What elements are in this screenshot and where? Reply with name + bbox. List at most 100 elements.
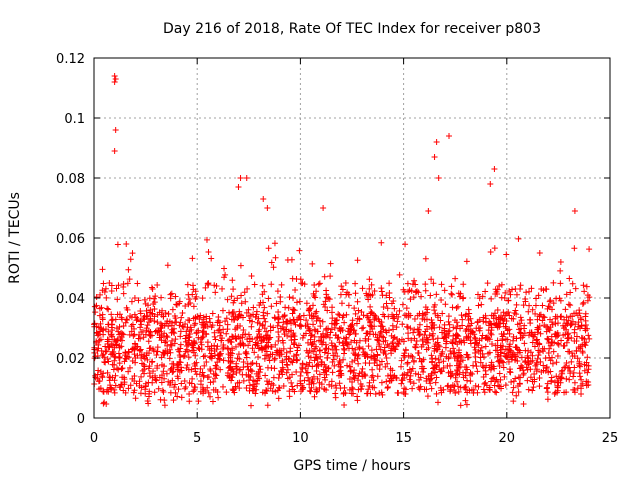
data-point	[138, 373, 145, 380]
data-point	[435, 342, 442, 349]
data-point	[210, 378, 217, 385]
data-point	[402, 346, 409, 353]
data-point	[152, 328, 159, 335]
data-point	[204, 343, 211, 350]
data-point	[340, 390, 347, 397]
data-point	[235, 314, 242, 321]
data-point	[355, 307, 362, 314]
data-point	[97, 328, 104, 335]
data-point	[510, 315, 517, 322]
data-point	[275, 328, 282, 335]
data-point	[123, 241, 130, 248]
data-point	[198, 335, 205, 342]
data-point	[161, 402, 168, 409]
data-point	[522, 357, 529, 364]
data-point	[113, 342, 120, 349]
data-point	[310, 373, 317, 380]
data-point	[254, 319, 261, 326]
data-point	[416, 321, 423, 328]
data-point	[309, 260, 316, 267]
data-point	[352, 290, 359, 297]
data-point	[135, 297, 142, 304]
data-point	[111, 79, 118, 85]
data-point	[251, 349, 258, 356]
data-point	[114, 311, 121, 318]
data-point	[313, 362, 320, 369]
data-point	[522, 298, 529, 305]
data-point	[445, 328, 452, 335]
data-point	[115, 366, 122, 373]
data-point	[189, 255, 196, 262]
data-point	[576, 307, 583, 314]
data-point	[554, 352, 561, 359]
data-point	[316, 280, 323, 287]
data-point	[517, 314, 524, 321]
data-point	[119, 330, 126, 337]
data-point	[448, 372, 455, 379]
data-point	[398, 357, 405, 364]
data-point	[150, 295, 157, 302]
data-point	[494, 291, 501, 298]
data-point	[585, 366, 592, 373]
data-point	[108, 341, 115, 348]
data-point	[571, 353, 578, 360]
data-point	[190, 347, 197, 354]
data-point	[492, 388, 499, 395]
data-point	[579, 301, 586, 308]
data-point	[395, 341, 402, 348]
data-point	[265, 336, 272, 343]
data-point	[252, 390, 259, 397]
data-point	[97, 320, 104, 327]
data-point	[306, 387, 313, 394]
data-point	[242, 350, 249, 357]
data-point	[515, 388, 522, 395]
data-point	[167, 349, 174, 356]
data-point	[317, 323, 324, 330]
data-point	[94, 332, 101, 339]
data-point	[260, 196, 267, 202]
data-point	[224, 372, 231, 379]
data-point	[116, 344, 123, 351]
data-point	[415, 350, 422, 357]
data-point	[557, 267, 564, 274]
data-point	[178, 314, 185, 321]
data-point	[455, 388, 462, 395]
data-point	[310, 302, 317, 309]
data-point	[364, 314, 371, 321]
data-point	[99, 374, 106, 381]
data-point	[433, 291, 440, 298]
data-point	[571, 338, 578, 345]
data-point	[311, 282, 318, 289]
data-point	[358, 369, 365, 376]
data-point	[412, 344, 419, 351]
data-point	[289, 383, 296, 390]
data-point	[161, 397, 168, 404]
data-point	[464, 377, 471, 384]
data-point	[214, 343, 221, 350]
data-point	[472, 335, 479, 342]
data-point	[280, 382, 287, 389]
data-point	[357, 386, 364, 393]
data-point	[130, 332, 137, 339]
data-point	[263, 386, 270, 393]
data-point	[301, 281, 308, 288]
data-point	[555, 341, 562, 348]
data-point	[96, 337, 103, 344]
data-point	[579, 341, 586, 348]
data-point	[297, 316, 304, 323]
data-point	[204, 384, 211, 391]
data-point	[451, 317, 458, 324]
data-point	[153, 327, 160, 334]
data-point	[448, 290, 455, 297]
data-point	[502, 382, 509, 389]
data-point	[447, 388, 454, 395]
data-point	[445, 369, 452, 376]
data-point	[558, 337, 565, 344]
data-point	[111, 148, 118, 154]
data-point	[571, 208, 578, 214]
data-point	[561, 316, 568, 323]
data-point	[404, 324, 411, 331]
data-point	[419, 337, 426, 344]
data-point	[230, 286, 237, 293]
